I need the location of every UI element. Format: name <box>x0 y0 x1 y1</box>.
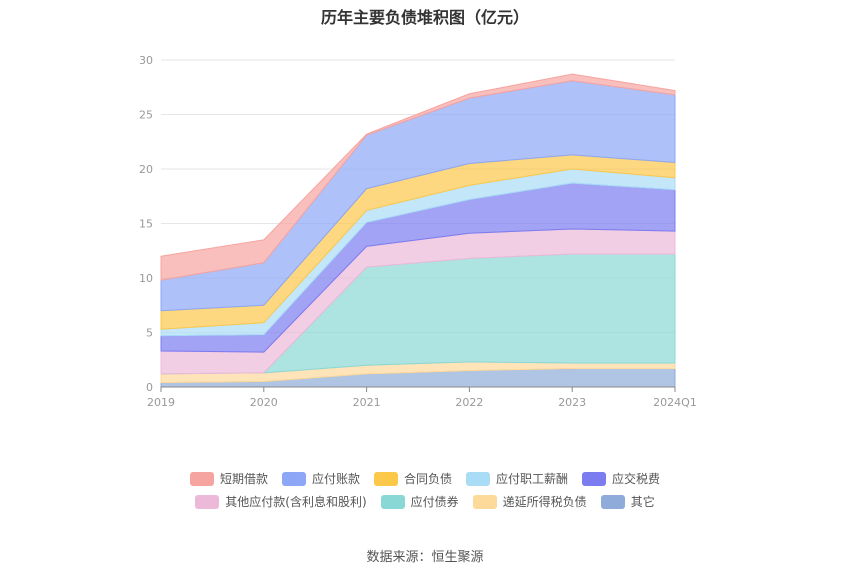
legend-label: 其它 <box>630 495 655 509</box>
legend-label: 合同负债 <box>403 472 452 486</box>
legend-label: 短期借款 <box>219 472 268 486</box>
legend-row-1: 短期借款 应付账款 合同负债 应付职工薪酬 应交税费 <box>0 470 850 487</box>
legend-item[interactable]: 短期借款 <box>189 470 268 487</box>
legend-swatch <box>466 471 490 486</box>
legend-item[interactable]: 应付账款 <box>281 470 360 487</box>
axes: 0 5 10 15 20 25 30 2019 2020 2021 2022 2023 2024Q1 <box>139 54 697 409</box>
area-series <box>160 73 676 388</box>
legend-label: 应付账款 <box>311 472 360 486</box>
legend-swatch <box>373 471 398 486</box>
x-tick-label-2023: 2023 <box>558 396 586 409</box>
legend-label: 应付债券 <box>410 495 459 509</box>
x-tick-label-2021: 2021 <box>353 396 381 409</box>
legend-swatch <box>600 494 625 509</box>
legend-label: 应交税费 <box>612 472 661 486</box>
x-tick-label-2019: 2019 <box>147 396 175 409</box>
legend-swatch <box>472 494 497 509</box>
y-tick-label-20: 20 <box>139 163 153 176</box>
legend-swatch <box>582 471 607 486</box>
legend-swatch <box>281 471 306 486</box>
x-tick-label-2024Q1: 2024Q1 <box>653 396 697 409</box>
x-tick-label-2020: 2020 <box>250 396 278 409</box>
y-tick-label-25: 25 <box>139 109 153 122</box>
legend-item[interactable]: 递延所得税负债 <box>472 493 587 510</box>
legend: 短期借款 应付账款 合同负债 应付职工薪酬 应交税费 其他应付款(含利息和股利) 应付债券… <box>0 470 850 516</box>
stacked-area-chart: 0 5 10 15 20 25 30 2019 2020 2021 2022 2023 2024Q1 <box>139 54 697 409</box>
legend-label: 递延所得税负债 <box>502 495 587 509</box>
legend-item[interactable]: 应付职工薪酬 <box>466 470 568 487</box>
y-tick-label-5: 5 <box>146 327 153 340</box>
data-source: 数据来源：恒生聚源 <box>366 550 484 565</box>
legend-item[interactable]: 其它 <box>600 493 655 510</box>
legend-item[interactable]: 合同负债 <box>373 470 452 487</box>
y-tick-label-15: 15 <box>139 218 153 231</box>
legend-swatch <box>380 494 405 509</box>
chart-title: 历年主要负债堆积图（亿元） <box>320 8 529 27</box>
x-tick-label-2022: 2022 <box>455 396 483 409</box>
legend-item[interactable]: 应付债券 <box>380 493 459 510</box>
legend-swatch <box>189 471 214 486</box>
legend-label: 其他应付款(含利息和股利) <box>225 495 367 509</box>
y-tick-label-0: 0 <box>146 381 153 394</box>
y-tick-label-10: 10 <box>139 272 153 285</box>
y-tick-label-30: 30 <box>139 54 153 67</box>
legend-item[interactable]: 应交税费 <box>582 470 660 487</box>
area-series-9 <box>160 73 676 281</box>
legend-label: 应付职工薪酬 <box>496 472 569 486</box>
legend-swatch <box>195 494 220 509</box>
legend-item[interactable]: 其他应付款(含利息和股利) <box>195 493 367 510</box>
legend-row-2: 其他应付款(含利息和股利) 应付债券 递延所得税负债 其它 <box>0 493 850 510</box>
